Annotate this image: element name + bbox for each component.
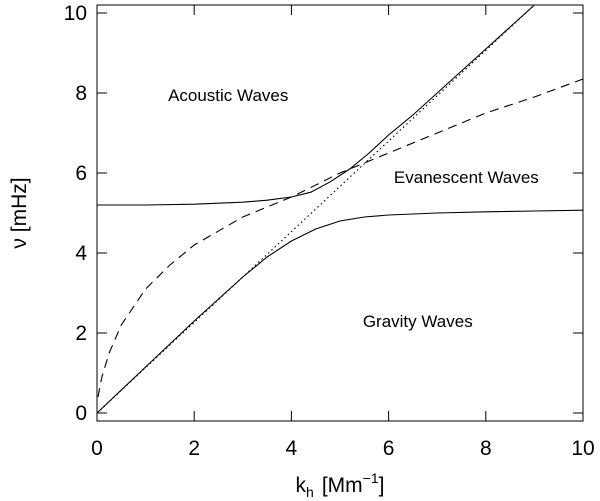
x-tick-label: 0 [91, 437, 103, 460]
annotation: Gravity Waves [363, 312, 473, 331]
y-tick-label: 8 [75, 82, 87, 105]
plot-frame [96, 4, 584, 422]
series-line [97, 5, 535, 206]
x-tick-label: 2 [188, 437, 200, 460]
y-tick-label: 0 [75, 402, 87, 425]
annotation: Acoustic Waves [168, 86, 288, 105]
series-line [97, 209, 583, 414]
x-tick-label: 6 [383, 437, 395, 460]
y-tick-label: 2 [75, 322, 87, 345]
y-tick-label: 10 [64, 2, 87, 25]
series-line [97, 5, 535, 414]
series-line [97, 78, 583, 398]
x-tick-label: 4 [286, 437, 298, 460]
x-tick-label: 8 [480, 437, 492, 460]
x-axis-label: kh [Mm−1] [296, 470, 385, 500]
y-tick-label: 4 [75, 242, 87, 265]
y-axis-label: ν [mHz] [8, 177, 31, 248]
y-tick-label: 6 [75, 162, 87, 185]
annotation: Evanescent Waves [394, 168, 539, 187]
x-tick-label: 10 [571, 437, 594, 460]
